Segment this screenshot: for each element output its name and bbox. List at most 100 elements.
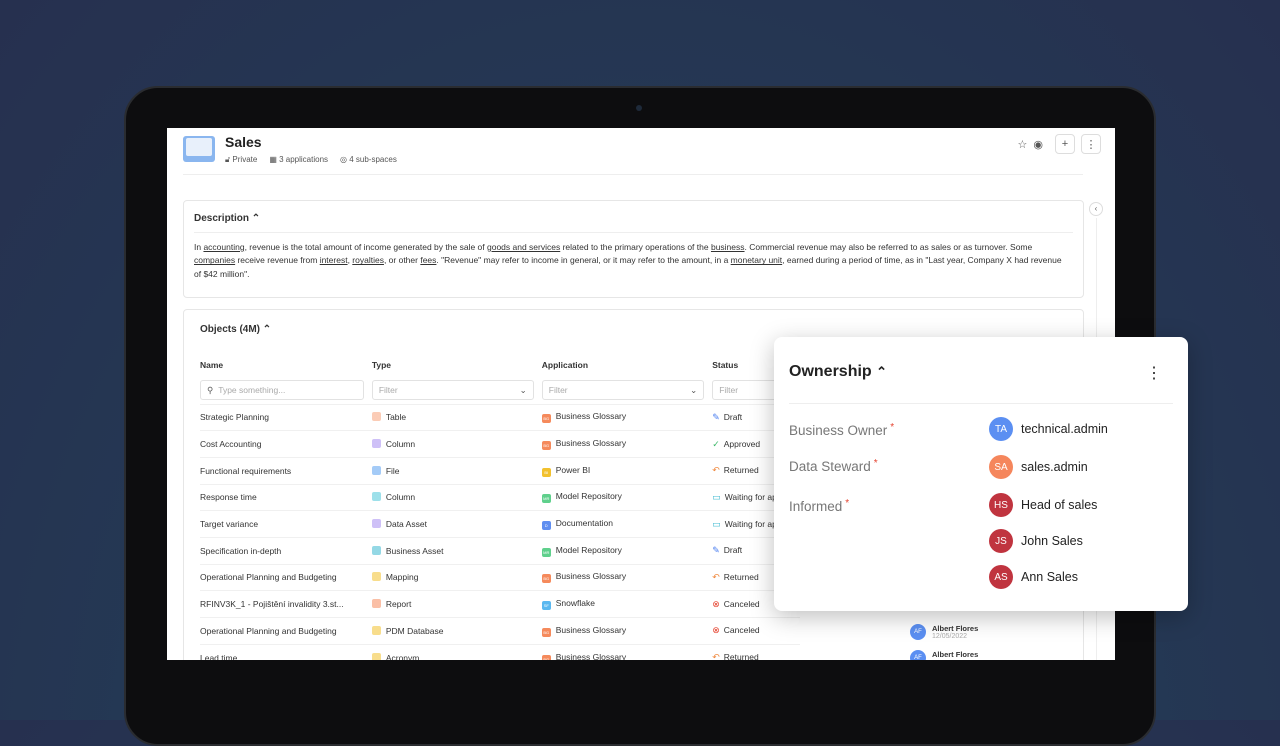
object-type: Business Asset <box>371 536 542 565</box>
object-application: BG Business Glossary <box>541 563 713 591</box>
object-status: ↶ Returned <box>712 643 800 660</box>
app-icon: BG <box>541 441 551 451</box>
filter-placeholder: Filter <box>548 384 568 395</box>
chevron-up-icon: ⌃ <box>251 213 261 224</box>
description-card: Description ⌃ In accounting, revenue is … <box>183 200 1084 298</box>
table-row[interactable]: Cost Accounting Column BG Business Glossa… <box>200 430 800 458</box>
subspaces-label: 4 sub-spaces <box>349 155 397 164</box>
type-icon <box>371 572 381 582</box>
object-name[interactable]: Response time <box>200 483 372 511</box>
privacy-label: Private <box>232 155 258 164</box>
object-name[interactable]: Operational Planning and Budgeting <box>200 617 372 645</box>
application-filter-select[interactable]: Filter ⌄ <box>541 379 705 400</box>
object-application: BG Business Glossary <box>541 430 713 458</box>
person-name: John Sales <box>1021 534 1083 548</box>
app-icon: SF <box>541 601 551 611</box>
table-row[interactable]: Operational Planning and Budgeting Mappi… <box>200 563 800 591</box>
avatar: HS <box>989 493 1013 517</box>
object-application: D Documentation <box>541 510 713 538</box>
modified-date: 12/05/2022 <box>932 632 968 640</box>
glossary-link[interactable]: interest <box>319 255 348 266</box>
object-name[interactable]: Target variance <box>200 510 372 538</box>
role-label: Data Steward <box>789 459 871 474</box>
object-name[interactable]: Lead time <box>200 643 372 660</box>
description-toggle[interactable]: Description ⌃ <box>184 201 1083 232</box>
owner-person[interactable]: JS John Sales <box>989 529 1083 553</box>
filter-placeholder: Filter <box>378 384 398 395</box>
app-icon: MR <box>541 547 551 557</box>
person-name: sales.admin <box>1021 460 1088 474</box>
status-icon: ↶ <box>712 571 720 582</box>
object-name[interactable]: Cost Accounting <box>200 430 372 458</box>
app-icon: BG <box>541 627 551 637</box>
required-marker: * <box>873 458 878 469</box>
glossary-link[interactable]: fees <box>420 255 437 266</box>
object-name[interactable]: Operational Planning and Budgeting <box>200 563 372 591</box>
table-row[interactable]: Specification in-depth Business Asset MR… <box>200 536 800 565</box>
glossary-link[interactable]: accounting <box>203 242 245 252</box>
owner-person[interactable]: HS Head of sales <box>989 493 1097 517</box>
col-name[interactable]: Name <box>200 360 224 370</box>
glossary-link[interactable]: royalties <box>352 255 384 266</box>
description-text: In accounting, revenue is the total amou… <box>194 232 1073 289</box>
col-status[interactable]: Status <box>712 360 739 370</box>
user-name: Albert Flores <box>932 650 979 660</box>
object-name[interactable]: RFINV3K_1 - Pojištění invalidity 3.st... <box>200 590 372 618</box>
type-filter-select[interactable]: Filter ⌄ <box>371 379 534 400</box>
table-row[interactable]: Functional requirements File BI Power BI … <box>200 456 800 485</box>
app-icon: D <box>541 521 551 531</box>
owner-person[interactable]: TA technical.admin <box>989 417 1108 441</box>
status-icon: ▭ <box>712 518 721 529</box>
status-icon: ✓ <box>712 438 720 449</box>
table-row[interactable]: Operational Planning and Budgeting PDM D… <box>200 617 800 645</box>
table-row[interactable]: Response time Column MR Model Repository … <box>200 483 800 511</box>
avatar: JS <box>989 529 1013 553</box>
applications-label: 3 applications <box>279 155 329 164</box>
glossary-link[interactable]: companies <box>194 255 236 266</box>
glossary-link[interactable]: monetary unit <box>730 255 783 266</box>
table-row[interactable]: RFINV3K_1 - Pojištění invalidity 3.st...… <box>200 590 800 618</box>
objects-toggle[interactable]: Objects (4M) ⌃ <box>184 310 1083 349</box>
object-name[interactable]: Specification in-depth <box>200 536 372 565</box>
owner-person[interactable]: AS Ann Sales <box>989 565 1078 589</box>
table-row[interactable]: Target variance Data Asset D Documentatio… <box>200 510 800 538</box>
add-button[interactable]: + <box>1055 134 1075 154</box>
object-type: Data Asset <box>371 510 542 538</box>
app-icon: MR <box>541 494 551 504</box>
chevron-down-icon: ⌄ <box>519 384 527 395</box>
owner-person[interactable]: SA sales.admin <box>989 455 1088 479</box>
collapse-panel-button[interactable]: ‹ <box>1089 202 1103 216</box>
col-type[interactable]: Type <box>371 360 392 370</box>
glossary-link[interactable]: goods and services <box>486 242 561 252</box>
subspaces[interactable]: ◎ 4 sub-spaces <box>340 155 397 165</box>
name-search-input[interactable]: ⚲ Type something... <box>200 379 364 400</box>
target-icon: ◎ <box>340 155 350 164</box>
table-row[interactable]: Lead time Acronym BG Business Glossary ↶ R… <box>200 643 800 660</box>
glossary-link[interactable]: business <box>710 242 745 252</box>
table-row[interactable]: Strategic Planning Table BG Business Glos… <box>200 403 800 431</box>
avatar: AS <box>989 565 1013 589</box>
role-business-owner: Business Owner * <box>789 422 894 438</box>
search-icon: ⚲ <box>207 384 214 395</box>
more-button[interactable]: ⋮ <box>1081 134 1101 154</box>
object-name[interactable]: Functional requirements <box>200 456 372 485</box>
star-icon[interactable]: ☆ <box>1017 138 1028 151</box>
person-name: Ann Sales <box>1021 570 1078 584</box>
applications[interactable]: ▦ 3 applications <box>269 155 328 165</box>
book-icon <box>183 136 215 162</box>
role-data-steward: Data Steward * <box>789 458 878 474</box>
ownership-toggle[interactable]: Ownership ⌃ <box>789 363 887 381</box>
more-icon[interactable]: ⋮ <box>1146 365 1162 382</box>
status-icon: ↶ <box>712 652 720 660</box>
app-icon: BG <box>541 414 551 424</box>
object-application: MR Model Repository <box>541 536 713 565</box>
objects-table: Name Type Application Status ⚲ Type somethin… <box>200 354 800 660</box>
object-name[interactable]: Strategic Planning <box>200 403 372 431</box>
object-application: BG Business Glossary <box>541 403 713 431</box>
status-icon: ✎ <box>712 545 720 556</box>
object-type: PDM Database <box>371 617 542 645</box>
type-icon <box>371 625 381 635</box>
col-application[interactable]: Application <box>541 360 589 370</box>
role-label: Informed <box>789 499 843 514</box>
eye-icon[interactable]: ◉ <box>1033 138 1043 151</box>
